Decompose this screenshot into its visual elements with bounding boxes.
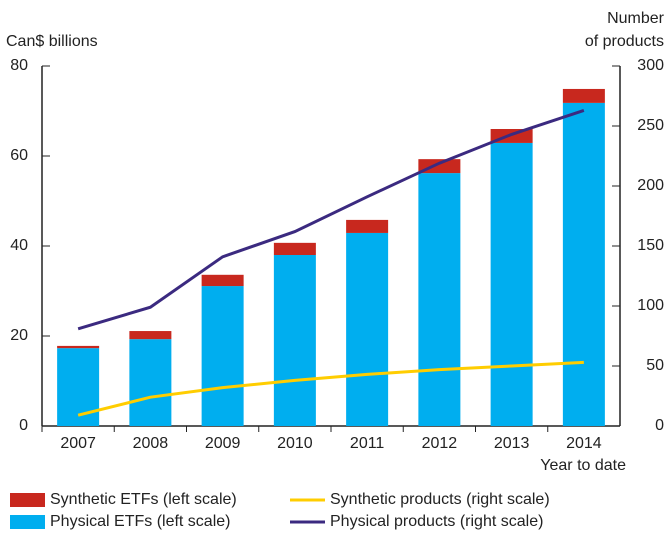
bar	[418, 173, 461, 426]
bar	[273, 242, 316, 255]
y2-tick-label: 300	[637, 57, 664, 74]
x-tick-label: 2008	[133, 435, 169, 452]
y-tick-label: 0	[19, 417, 28, 434]
x-tick-label: 2009	[205, 435, 241, 452]
bar	[57, 345, 100, 349]
y2-tick-label: 200	[637, 177, 664, 194]
y-tick-label: 20	[10, 327, 28, 344]
legend-label: Physical ETFs (left scale)	[50, 513, 230, 530]
y-axis-label: Can$ billions	[6, 33, 98, 50]
y2-tick-label: 50	[646, 357, 664, 374]
y-tick-label: 60	[10, 147, 28, 164]
x-tick-label: 2010	[277, 435, 313, 452]
bar	[346, 219, 389, 233]
line	[77, 360, 584, 417]
x-note: Year to date	[540, 457, 626, 474]
bar	[201, 274, 244, 287]
x-tick-label: 2014	[566, 435, 602, 452]
bar	[562, 102, 605, 427]
bar	[490, 142, 533, 426]
y-tick-label: 80	[10, 57, 28, 74]
y2-axis-label: of products	[585, 33, 664, 50]
x-tick-label: 2013	[494, 435, 530, 452]
bar	[129, 331, 172, 340]
legend-swatch	[10, 493, 45, 507]
x-tick-label: 2007	[60, 435, 96, 452]
y2-axis-label: Number	[607, 10, 665, 27]
bar	[201, 286, 244, 426]
y2-tick-label: 250	[637, 117, 664, 134]
bar	[129, 339, 172, 426]
legend-label: Synthetic ETFs (left scale)	[50, 491, 237, 508]
legend-label: Physical products (right scale)	[330, 513, 543, 530]
x-tick-label: 2011	[350, 435, 385, 452]
legend-label: Synthetic products (right scale)	[330, 491, 550, 508]
line	[77, 108, 585, 331]
y-tick-label: 40	[10, 237, 28, 254]
bar	[273, 255, 316, 426]
y2-tick-label: 100	[637, 297, 664, 314]
y2-tick-label: 0	[655, 417, 664, 434]
legend-swatch	[10, 515, 45, 529]
y2-tick-label: 150	[637, 237, 664, 254]
x-tick-label: 2012	[422, 435, 458, 452]
bar	[346, 232, 389, 426]
bar	[562, 88, 605, 103]
